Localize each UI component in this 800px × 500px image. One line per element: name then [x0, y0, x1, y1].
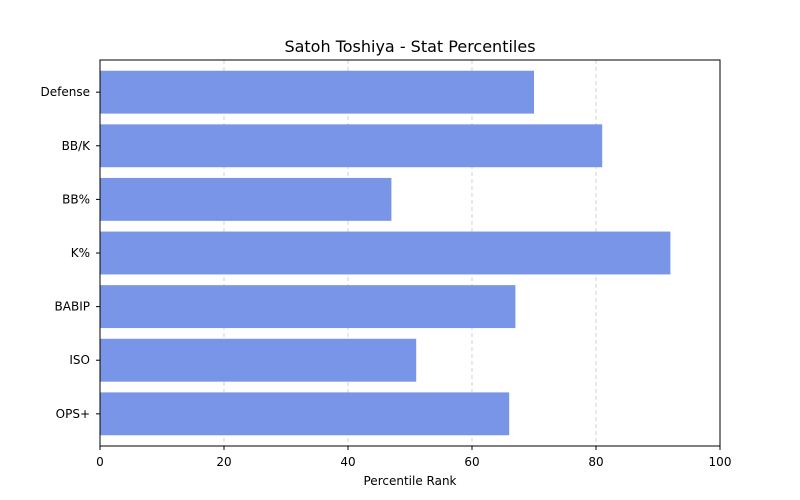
y-tick-label: OPS+	[56, 407, 90, 421]
bar-ops	[100, 392, 510, 436]
x-tick-label: 20	[216, 455, 231, 469]
y-tick-label: BB/K	[62, 139, 92, 153]
x-tick-label: 60	[464, 455, 479, 469]
x-axis-label: Percentile Rank	[364, 474, 457, 488]
x-tick-label: 0	[96, 455, 104, 469]
bar-k	[100, 231, 671, 275]
y-tick-label: ISO	[69, 353, 90, 367]
bar-iso	[100, 338, 417, 382]
chart-title: Satoh Toshiya - Stat Percentiles	[284, 37, 535, 56]
y-tick-label: K%	[71, 246, 90, 260]
y-tick-label: BB%	[62, 192, 90, 206]
y-axis: OPS+ ISO BABIP K% BB% BB/K Defense	[41, 85, 100, 421]
bar-babip	[100, 285, 516, 329]
x-tick-label: 100	[709, 455, 732, 469]
bar-defense	[100, 70, 534, 114]
bars	[100, 70, 671, 436]
x-tick-label: 40	[340, 455, 355, 469]
y-tick-label: Defense	[41, 85, 90, 99]
bar-bb	[100, 177, 392, 221]
bar-bb-k	[100, 124, 603, 168]
x-tick-label: 80	[588, 455, 603, 469]
y-tick-label: BABIP	[55, 300, 90, 314]
x-axis: 0 20 40 60 80 100	[96, 446, 731, 469]
